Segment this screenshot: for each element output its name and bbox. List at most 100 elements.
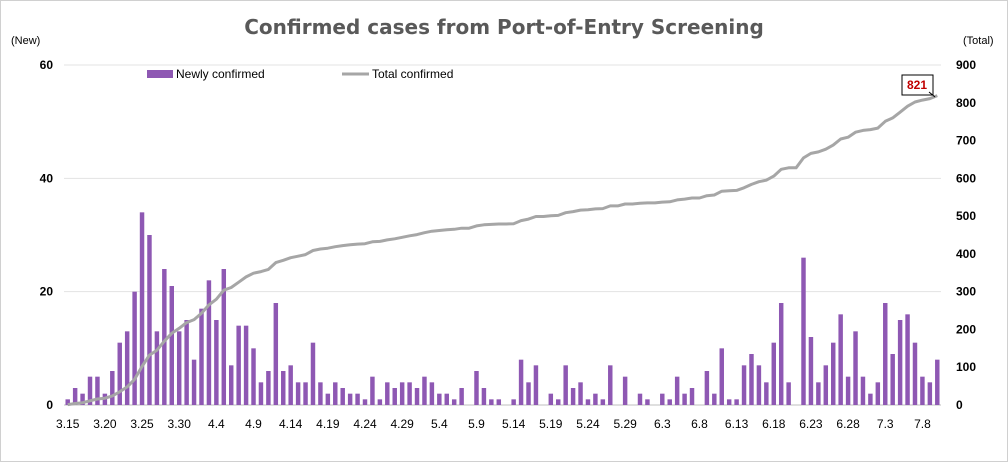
bar: [927, 382, 933, 405]
bar: [414, 388, 420, 405]
bar: [437, 393, 442, 405]
bar: [95, 376, 100, 405]
bar-series: [65, 212, 940, 405]
bar: [407, 382, 412, 405]
bar: [489, 399, 494, 405]
bar: [496, 399, 502, 405]
x-tick-label: 6.8: [691, 417, 708, 431]
bar: [868, 393, 873, 405]
bar: [667, 399, 672, 405]
right-tick-label: 800: [956, 96, 976, 110]
bar: [726, 399, 732, 405]
right-tick-label: 200: [956, 322, 976, 336]
bar: [236, 325, 241, 405]
bar: [228, 365, 234, 405]
bar: [756, 365, 762, 405]
bar: [786, 382, 791, 405]
bar: [132, 291, 137, 405]
bar: [660, 393, 665, 405]
bar: [585, 399, 591, 405]
bar: [347, 393, 353, 405]
bar: [199, 308, 204, 405]
bar: [273, 303, 279, 405]
bar: [712, 393, 717, 405]
bar: [110, 371, 115, 405]
x-tick-label: 3.15: [56, 417, 80, 431]
bar: [117, 342, 122, 405]
legend-label-newly-confirmed: Newly confirmed: [176, 67, 265, 81]
x-tick-label: 4.19: [316, 417, 340, 431]
bar: [749, 354, 754, 405]
bar: [935, 359, 940, 405]
x-tick-label: 7.8: [914, 417, 931, 431]
bar: [362, 399, 368, 405]
bar: [451, 399, 457, 405]
x-tick-label: 6.18: [762, 417, 786, 431]
bar: [778, 303, 784, 405]
total-confirmed-line: [67, 94, 938, 407]
bar: [600, 399, 606, 405]
bar: [459, 388, 464, 405]
bar: [548, 393, 554, 405]
x-tick-label: 3.20: [93, 417, 117, 431]
x-tick-label: 5.9: [468, 417, 485, 431]
bar: [674, 376, 680, 405]
bar: [608, 365, 613, 405]
callout-value: 821: [907, 78, 927, 92]
x-tick-label: 6.23: [799, 417, 823, 431]
bar: [719, 348, 724, 405]
bar: [823, 365, 829, 405]
bar: [370, 376, 375, 405]
left-tick-label: 60: [40, 58, 54, 72]
bar: [578, 382, 583, 405]
bar: [593, 393, 598, 405]
bar: [318, 382, 323, 405]
callout-pointer: [928, 91, 936, 98]
x-tick-label: 5.14: [502, 417, 526, 431]
bar: [80, 393, 85, 405]
right-tick-label: 600: [956, 171, 976, 185]
bar: [622, 376, 628, 405]
x-tick-label: 6.28: [836, 417, 860, 431]
bar: [883, 303, 888, 405]
bar: [147, 235, 152, 405]
bar: [734, 399, 739, 405]
x-tick-label: 4.24: [353, 417, 377, 431]
bar: [570, 388, 576, 405]
bar: [801, 257, 806, 405]
left-axis-unit: (New): [11, 35, 40, 47]
bar: [890, 354, 895, 405]
bar: [645, 399, 650, 405]
bar: [72, 388, 78, 405]
bar: [816, 382, 821, 405]
bar: [860, 376, 866, 405]
bar: [637, 393, 643, 405]
bar: [340, 388, 345, 405]
bar: [444, 393, 449, 405]
bar: [853, 331, 858, 405]
bar: [556, 399, 561, 405]
bar: [392, 388, 397, 405]
right-tick-label: 700: [956, 134, 976, 148]
left-tick-label: 20: [40, 285, 54, 299]
x-tick-label: 6.13: [725, 417, 749, 431]
bar: [169, 286, 174, 405]
x-tick-label: 5.4: [431, 417, 448, 431]
left-axis-ticks: 0 20 40 60: [40, 58, 54, 412]
right-axis-unit: (Total): [963, 35, 994, 47]
bar: [251, 348, 256, 405]
bar: [266, 371, 271, 405]
bar: [154, 331, 160, 405]
bar: [831, 342, 836, 405]
bar: [875, 382, 881, 405]
bar: [221, 269, 227, 405]
bar: [422, 376, 427, 405]
x-axis-ticks: 3.15 3.20 3.25 3.30 4.4 4.9 4.14 4.19 4.24 4.29 5.…: [56, 417, 931, 431]
bar: [377, 399, 383, 405]
left-tick-label: 0: [46, 398, 53, 412]
bar: [682, 393, 687, 405]
bar: [325, 393, 331, 405]
bar: [845, 376, 851, 405]
